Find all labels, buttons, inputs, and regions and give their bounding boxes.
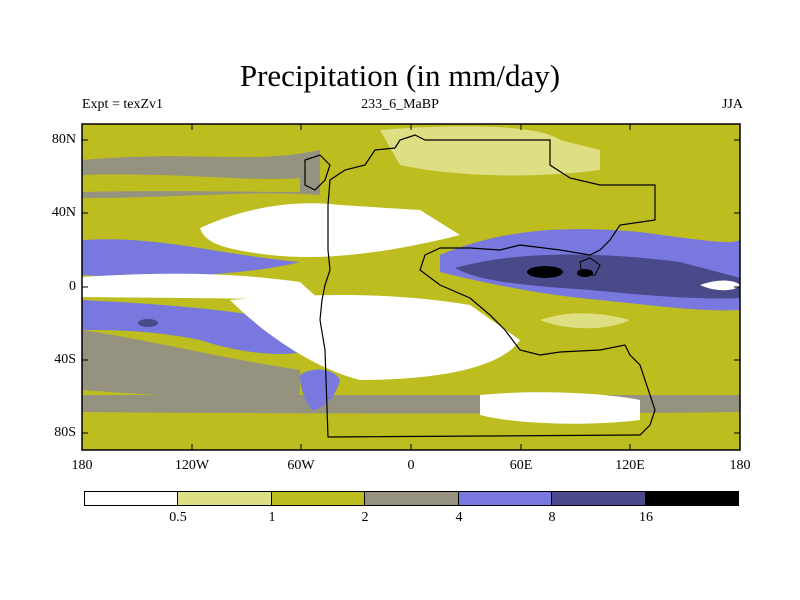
heavy-rain-core-east: [577, 269, 593, 277]
colorbar-label: 2: [361, 510, 369, 525]
colorbar-label: 1: [268, 510, 276, 525]
colorbar-segment: [178, 492, 272, 505]
northern-dry-zone: [200, 203, 460, 258]
y-axis-ticks: [82, 139, 740, 434]
colorbar-segment: [458, 492, 553, 505]
colorbar-segment: [85, 492, 179, 505]
colorbar-segment: [365, 492, 459, 505]
colorbar-label: 16: [639, 510, 653, 525]
x-tick-label: 120W: [174, 458, 210, 473]
x-axis-ticks: [81, 124, 741, 450]
eurasia-light-patch: [380, 126, 600, 176]
x-tick-label: 180: [729, 458, 751, 473]
colorbar-segment: [552, 492, 646, 505]
y-tick-label: 40N: [51, 205, 76, 220]
x-tick-label: 0: [407, 458, 415, 473]
pacific-north-blue-band: [82, 239, 300, 277]
map-title: Precipitation (in mm/day): [239, 58, 561, 93]
southern-dry-zone: [230, 295, 520, 380]
continent-outline: [319, 134, 656, 438]
x-tick-label: 60E: [509, 458, 533, 473]
southern-ocean-grey-band: [82, 395, 740, 414]
south-pacific-grey-band: [82, 330, 300, 398]
x-tick-label: 180: [71, 458, 93, 473]
south-atlantic-blue-patch: [300, 369, 340, 410]
southeast-light-patch: [540, 313, 630, 329]
y-tick-label: 40S: [54, 352, 76, 367]
heavy-rain-core-west: [527, 266, 563, 278]
x-tick-label: 60W: [287, 458, 315, 473]
east-edge-dry-patch: [700, 280, 740, 291]
colorbar-segment: [645, 492, 738, 505]
colorbar-label: 8: [548, 510, 556, 525]
precipitation-field: [82, 124, 740, 450]
run-label: 233_6_MaBP: [361, 97, 439, 112]
north-yellow-band: [82, 174, 300, 192]
y-tick-label: 80S: [54, 425, 76, 440]
equatorial-dry-zone: [82, 273, 320, 300]
pacific-south-blue-band: [82, 300, 330, 354]
colorbar-label: 0.5: [169, 510, 187, 525]
y-tick-label: 80N: [51, 132, 76, 147]
colorbar-segment: [271, 492, 366, 505]
season-label: JJA: [721, 97, 743, 112]
colorbar: [84, 491, 739, 506]
north-island-outline: [304, 154, 331, 191]
small-island-outline: [579, 257, 601, 276]
y-tick-label: 0: [69, 279, 76, 294]
south-east-dry-patch: [480, 392, 640, 424]
x-tick-label: 120E: [615, 458, 645, 473]
east-monsoon-dark-region: [455, 254, 740, 299]
experiment-label: Expt = texZv1: [82, 97, 163, 112]
south-pacific-dark-spot: [138, 319, 158, 327]
colorbar-label: 4: [455, 510, 463, 525]
